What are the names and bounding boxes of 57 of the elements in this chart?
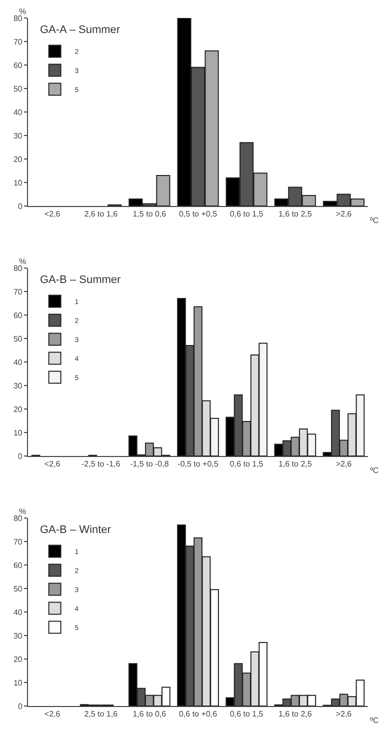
y-tick-label: 60: [13, 560, 23, 570]
y-tick-label: 70: [13, 287, 23, 296]
text: GA-B – Summer: [40, 274, 122, 286]
y-tick-label: 80: [13, 514, 23, 523]
x-tick-label: 0,6 to 1,5: [230, 210, 264, 219]
y-tick-label: 10: [13, 178, 23, 188]
x-tick-label: 1,6 to 2,5: [278, 210, 312, 219]
x-tick-label: -0,5 to +0,5: [178, 460, 219, 469]
x-tick-label: 0,6 to 1,5: [230, 710, 264, 719]
x-axis-title: ºC: [370, 216, 379, 225]
y-tick-label: 30: [13, 381, 23, 390]
y-tick-label: 10: [13, 428, 23, 438]
x-tick-label: 2,5 to 1,6: [84, 710, 118, 719]
x-tick-label: <2,6: [44, 210, 61, 219]
y-tick-label: 30: [13, 631, 23, 640]
x-tick-label: >2,6: [336, 210, 352, 219]
y-tick-label: 0: [18, 202, 23, 211]
x-tick-label: 1,6 to 2,5: [278, 460, 312, 469]
y-tick-label: 60: [13, 310, 23, 320]
x-tick-label: <2,6: [44, 460, 61, 469]
x-tick-label: 0,5 to +0,5: [178, 210, 218, 219]
y-axis-title: %: [19, 7, 26, 16]
y-axis-title: %: [19, 507, 26, 516]
y-tick-label: 80: [13, 264, 23, 273]
x-tick-label: <2,6: [44, 710, 61, 719]
y-tick-label: 50: [13, 334, 23, 344]
x-tick-label: 1,6 to 2,6: [278, 710, 312, 719]
y-tick-label: 50: [13, 584, 23, 594]
x-tick-label: -2,5 to -1,6: [82, 460, 121, 469]
y-tick-label: 30: [13, 131, 23, 140]
text: GA-A – Summer: [40, 24, 120, 36]
y-tick-label: 40: [13, 358, 23, 367]
x-axis-title: ºC: [370, 466, 379, 475]
text: GA-B – Winter: [40, 524, 112, 536]
x-tick-label: 1,5 to 0,6: [132, 210, 167, 219]
y-tick-label: 40: [13, 608, 23, 617]
y-tick-label: 0: [18, 702, 23, 711]
y-tick-label: 70: [13, 37, 23, 46]
y-tick-label: 70: [13, 537, 23, 546]
y-tick-label: 50: [13, 84, 23, 94]
y-tick-label: 20: [13, 654, 23, 664]
y-tick-label: 20: [13, 404, 23, 414]
y-tick-label: 40: [13, 108, 23, 117]
x-tick-label: >2,6: [336, 460, 352, 469]
x-tick-label: >2,6: [336, 710, 352, 719]
x-tick-label: 0,6 to 1,5: [230, 460, 264, 469]
x-tick-label: -1,5 to -0,8: [130, 460, 170, 469]
y-tick-label: 60: [13, 60, 23, 70]
y-tick-label: 0: [18, 452, 23, 461]
y-tick-label: 10: [13, 678, 23, 688]
x-tick-label: 2,6 to 1,6: [84, 210, 118, 219]
x-tick-label: 1,6 to 0,6: [132, 710, 167, 719]
y-tick-label: 20: [13, 154, 23, 164]
y-tick-label: 80: [13, 14, 23, 23]
x-axis-title: ºC: [370, 716, 379, 725]
y-axis-title: %: [19, 257, 26, 266]
x-tick-label: 0,6 to +0,6: [178, 710, 218, 719]
